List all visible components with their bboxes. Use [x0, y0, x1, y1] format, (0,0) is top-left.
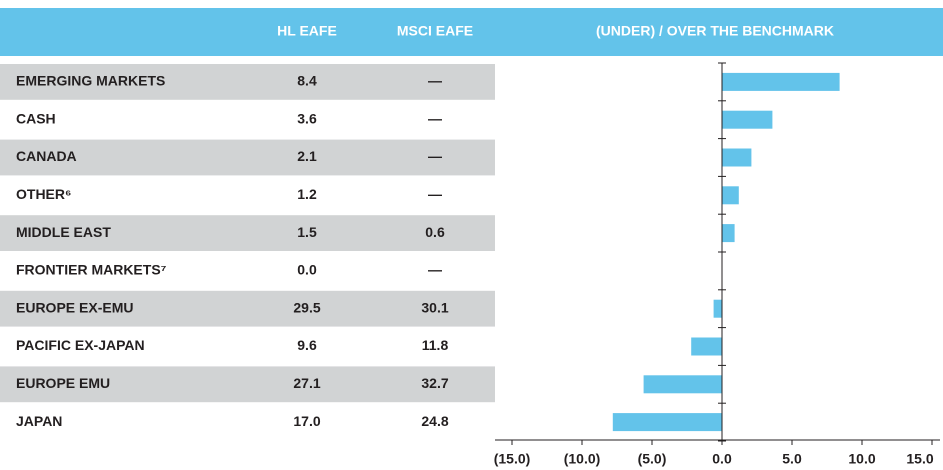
row-label: EUROPE EX-EMU — [16, 299, 133, 315]
cell: 1.2 — [297, 186, 317, 202]
x-tick-label: 0.0 — [712, 451, 732, 467]
row-label: FRONTIER MARKETS⁷ — [16, 262, 167, 278]
cell: 1.5 — [297, 224, 317, 240]
bar — [722, 224, 735, 243]
row-band — [0, 366, 495, 403]
x-tick-label: 15.0 — [906, 451, 933, 467]
bar — [691, 337, 722, 356]
row-label: CANADA — [16, 148, 77, 164]
bar — [722, 186, 739, 205]
x-tick-label: 10.0 — [848, 451, 875, 467]
chart-title: (UNDER) / OVER THE BENCHMARK — [596, 23, 834, 39]
cell: 8.4 — [297, 73, 317, 89]
header-band — [0, 8, 943, 56]
cell: 0.0 — [297, 262, 317, 278]
row-label: EMERGING MARKETS — [16, 73, 165, 89]
x-tick-label: (10.0) — [564, 451, 601, 467]
cell: — — [428, 262, 442, 278]
row-band — [0, 64, 495, 100]
row-label: EUROPE EMU — [16, 375, 110, 391]
x-tick-label: (15.0) — [494, 451, 531, 467]
bar — [612, 413, 722, 432]
row-band — [0, 290, 495, 327]
cell: — — [428, 186, 442, 202]
cell: 11.8 — [422, 337, 449, 353]
column-header: MSCI EAFE — [397, 23, 473, 39]
cell: 30.1 — [421, 299, 448, 315]
bar — [722, 148, 752, 167]
cell: 32.7 — [421, 375, 448, 391]
cell: 0.6 — [425, 224, 445, 240]
column-header: HL EAFE — [277, 23, 337, 39]
x-tick-label: (5.0) — [638, 451, 667, 467]
cell: 9.6 — [297, 337, 317, 353]
cell: — — [428, 110, 442, 126]
cell: 27.1 — [293, 375, 320, 391]
row-label: MIDDLE EAST — [16, 224, 111, 240]
cell: 17.0 — [293, 413, 320, 429]
row-label: JAPAN — [16, 413, 62, 429]
cell: 29.5 — [293, 299, 320, 315]
bar — [722, 72, 840, 91]
row-label: OTHER⁶ — [16, 186, 71, 202]
row-band — [0, 139, 495, 176]
cell: 3.6 — [297, 110, 317, 126]
cell: 24.8 — [421, 413, 448, 429]
row-band — [0, 215, 495, 251]
x-tick-label: 5.0 — [782, 451, 802, 467]
row-label: PACIFIC EX-JAPAN — [16, 337, 145, 353]
bar — [643, 375, 722, 394]
bar — [713, 299, 722, 318]
row-label: CASH — [16, 110, 56, 126]
cell: 2.1 — [297, 148, 317, 164]
bar — [722, 110, 773, 129]
cell: — — [428, 148, 442, 164]
cell: — — [428, 73, 442, 89]
